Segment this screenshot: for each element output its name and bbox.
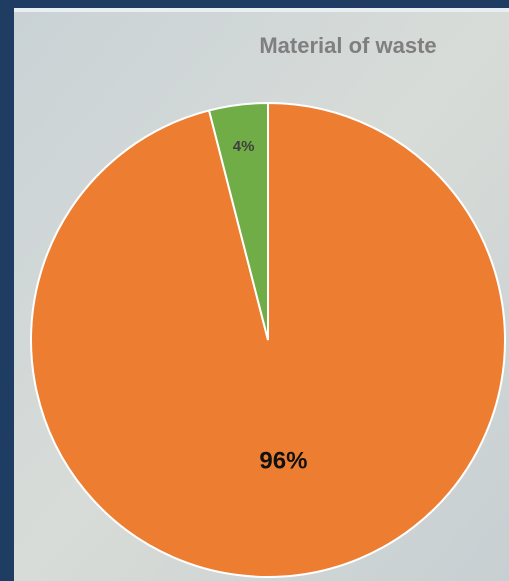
data-label: 96% (259, 448, 307, 475)
data-label: 4% (233, 138, 255, 155)
chart-title: Material of waste (259, 33, 436, 58)
pie-slice (207, 101, 269, 341)
top-edge (14, 8, 509, 12)
pie: 96% 4% (30, 101, 506, 578)
